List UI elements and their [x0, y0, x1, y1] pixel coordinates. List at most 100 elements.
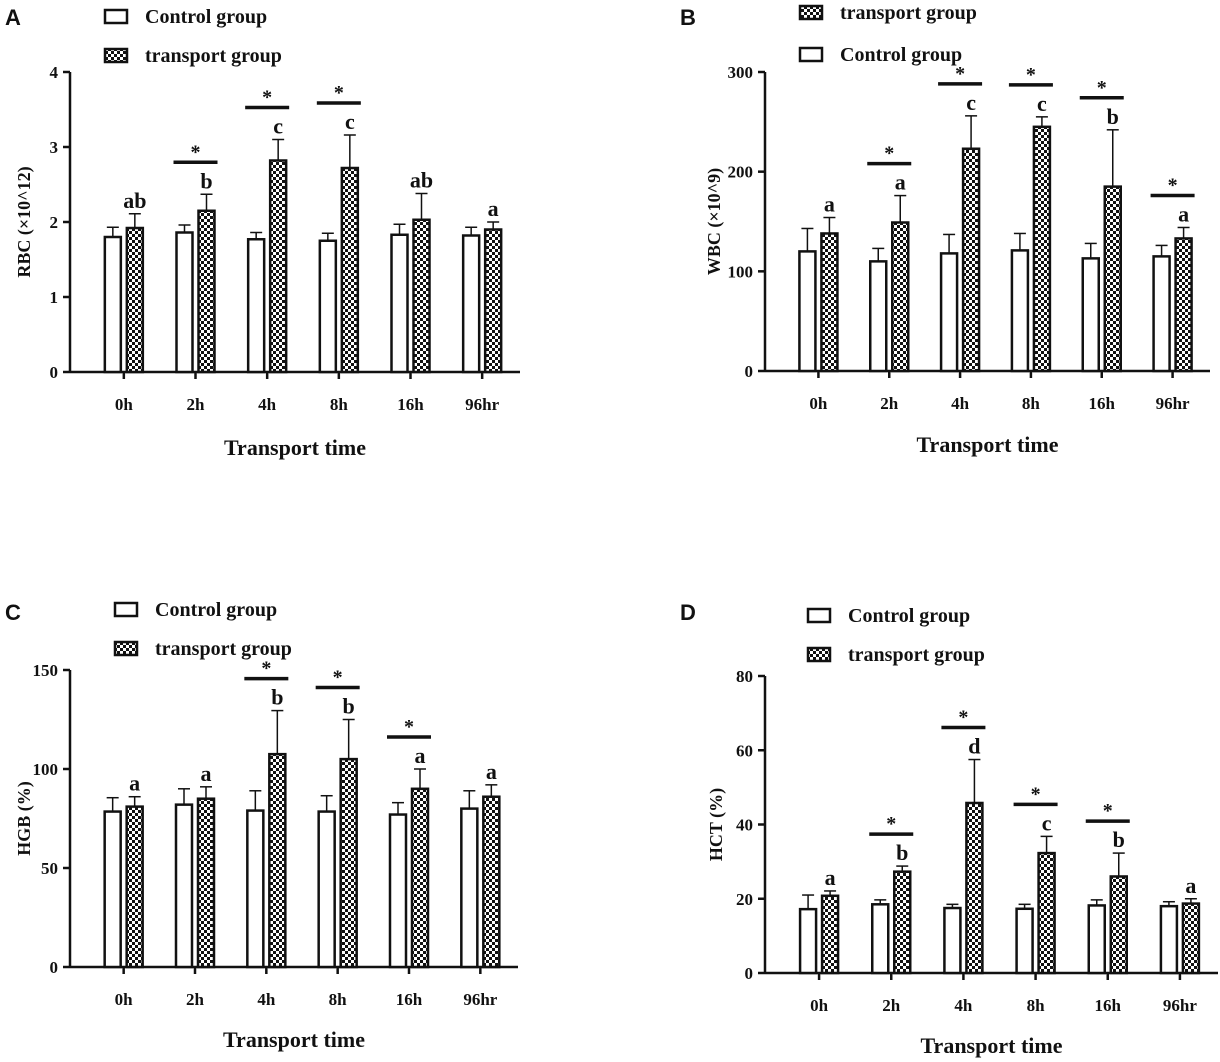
x-tick-label: 96hr: [463, 990, 497, 1009]
bar-transport: [268, 159, 288, 374]
x-tick-label: 8h: [330, 395, 349, 414]
y-tick-label: 0: [745, 964, 754, 983]
bar-control: [1081, 257, 1100, 373]
bar-transport: [820, 232, 839, 373]
y-tick-label: 40: [736, 816, 753, 835]
legend-label: transport group: [840, 2, 977, 24]
legend-swatch-control: [103, 8, 129, 25]
legend-label: Control group: [848, 605, 970, 627]
y-tick-label: 3: [50, 138, 59, 157]
bar-transport: [197, 209, 216, 374]
y-tick-label: 2: [50, 213, 59, 232]
y-tick-label: 200: [728, 163, 754, 182]
legend-label: Control group: [145, 6, 267, 28]
bar-transport: [196, 797, 216, 969]
significance-letter: a: [1185, 873, 1196, 898]
x-tick-label: 16h: [1095, 996, 1122, 1015]
x-tick-label: 16h: [397, 395, 424, 414]
bar-control: [390, 233, 409, 374]
bar-control: [175, 231, 194, 374]
significance-asterisk: *: [1103, 800, 1113, 822]
x-tick-label: 4h: [951, 394, 970, 413]
x-axis-title: Transport time: [921, 1033, 1063, 1058]
y-tick-label: 100: [728, 262, 754, 281]
y-tick-label: 100: [33, 760, 59, 779]
significance-asterisk: *: [1097, 77, 1107, 99]
y-tick-label: 20: [736, 890, 753, 909]
bar-transport: [893, 870, 912, 975]
legend-swatch-transport: [806, 646, 832, 663]
bar-control: [939, 252, 959, 373]
bar-control: [246, 809, 265, 969]
bar-transport: [125, 805, 144, 969]
significance-letter: b: [343, 694, 355, 719]
bar-control: [103, 235, 123, 374]
significance-asterisk: *: [404, 716, 414, 738]
bar-transport: [1037, 851, 1056, 975]
x-tick-label: 0h: [115, 395, 134, 414]
significance-letter: c: [966, 90, 976, 115]
y-tick-label: 60: [736, 741, 753, 760]
significance-letter: a: [895, 170, 906, 195]
x-axis-title: Transport time: [223, 1027, 365, 1052]
panel-letter-c: C: [5, 600, 21, 625]
x-axis-title: Transport time: [917, 432, 1059, 457]
y-tick-label: 0: [745, 362, 754, 381]
bar-control: [869, 260, 888, 373]
bar-control: [798, 250, 817, 373]
x-tick-label: 0h: [115, 990, 134, 1009]
bar-control: [317, 810, 336, 969]
legend-swatch-control: [806, 607, 832, 624]
bar-control: [871, 903, 890, 975]
significance-letter: a: [486, 759, 497, 784]
bar-control: [1159, 904, 1179, 975]
x-tick-label: 96hr: [1163, 996, 1197, 1015]
legend-swatch-transport: [798, 4, 824, 21]
significance-letter: b: [271, 685, 283, 710]
bar-control: [103, 810, 122, 969]
significance-letter: b: [200, 168, 212, 193]
bar-transport: [1109, 875, 1128, 975]
bar-transport: [340, 166, 360, 374]
bar-transport: [339, 757, 358, 969]
bar-control: [174, 803, 194, 969]
significance-letter: d: [968, 734, 980, 759]
y-axis-title: HGB (%): [14, 781, 35, 856]
bar-control: [943, 906, 962, 975]
bar-transport: [1032, 125, 1052, 373]
significance-asterisk: *: [955, 63, 965, 85]
bar-control: [1010, 249, 1030, 373]
legend-label: Control group: [155, 599, 277, 621]
significance-letter: ab: [123, 188, 146, 213]
x-tick-label: 4h: [257, 990, 276, 1009]
legend-swatch-control: [798, 46, 824, 63]
y-tick-label: 150: [33, 661, 59, 680]
bar-transport: [1181, 902, 1201, 975]
bar-transport: [412, 218, 431, 374]
panel-letter-a: A: [5, 5, 21, 30]
bar-control: [318, 239, 338, 374]
panel-letter-b: B: [680, 5, 696, 30]
legend-swatch-transport: [113, 640, 139, 657]
x-axis-title: Transport time: [224, 435, 366, 460]
panel-letter-d: D: [680, 600, 696, 625]
panel-c: C Control group transport group 0 50 100 150 HG…: [5, 599, 518, 1052]
y-axis-title: RBC (×10^12): [14, 166, 35, 277]
bar-control: [388, 813, 408, 969]
x-tick-label: 2h: [186, 990, 205, 1009]
x-tick-label: 0h: [810, 996, 829, 1015]
bar-control: [1087, 904, 1106, 975]
y-tick-label: 0: [50, 958, 59, 977]
legend-label: transport group: [145, 45, 282, 67]
bar-control: [246, 238, 266, 374]
bar-transport: [268, 752, 287, 969]
significance-letter: c: [1037, 91, 1047, 116]
significance-letter: a: [201, 761, 212, 786]
x-tick-label: 96hr: [465, 395, 499, 414]
significance-letter: ab: [410, 168, 433, 193]
x-tick-label: 4h: [258, 395, 277, 414]
significance-asterisk: *: [191, 141, 201, 163]
significance-asterisk: *: [261, 658, 271, 680]
